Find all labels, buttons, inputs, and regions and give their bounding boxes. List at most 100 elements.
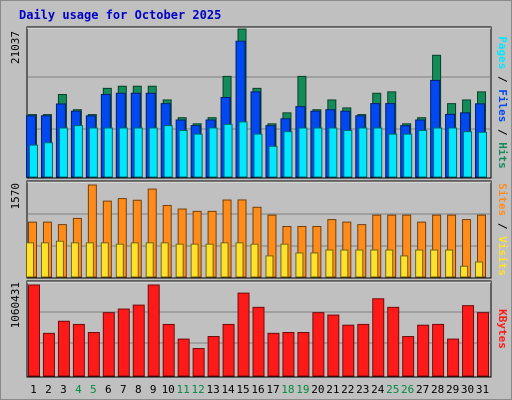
kbytes-bar <box>252 306 265 377</box>
kbytes-bar <box>402 336 415 377</box>
kbytes-bar <box>417 324 430 377</box>
day-label: 14 <box>221 383 235 396</box>
pages-bar <box>148 127 158 178</box>
sites-bar <box>265 255 274 278</box>
day-label: 29 <box>446 383 459 396</box>
pages-bar <box>178 129 188 178</box>
sites-bar <box>325 249 334 278</box>
kbytes-bar <box>432 323 445 377</box>
sites-bar <box>340 249 349 278</box>
kbytes-bar <box>267 332 280 377</box>
hits-legend-slash: / <box>496 122 509 142</box>
sites-bar <box>25 242 34 278</box>
kbytes-bar <box>372 298 385 377</box>
day-label: 30 <box>461 383 474 396</box>
day-label: 17 <box>266 383 279 396</box>
pages-bar <box>403 133 413 178</box>
pages-bar <box>193 133 203 178</box>
day-label: 23 <box>356 383 369 396</box>
day-label: 19 <box>296 383 309 396</box>
kbytes-bar <box>42 332 55 377</box>
pages-bar <box>358 127 368 178</box>
sites-bar <box>160 242 169 278</box>
sites-bar <box>280 243 289 278</box>
day-label: 7 <box>120 383 127 396</box>
pages-bar <box>298 127 308 178</box>
sites-bar <box>100 242 109 278</box>
sites-bar <box>295 252 304 278</box>
pages-bar <box>28 144 38 178</box>
hits-legend-pages: Pages <box>496 36 509 69</box>
kbytes-bar <box>27 284 40 377</box>
kbytes-bar <box>87 331 100 377</box>
kbytes-bar <box>147 284 160 377</box>
kbytes-bar <box>177 338 190 377</box>
kbytes-bar <box>312 312 325 377</box>
pages-bar <box>418 129 428 178</box>
kbytes-bar <box>387 306 400 377</box>
visits-legend-slash: / <box>496 216 509 236</box>
pages-bar <box>283 131 293 178</box>
pages-bar <box>448 127 458 178</box>
kbytes-bar <box>222 323 235 377</box>
hits-ytick: 21037 <box>9 31 22 64</box>
day-label: 20 <box>311 383 324 396</box>
pages-bar <box>253 133 263 178</box>
sites-bar <box>220 242 229 278</box>
kbytes-bar <box>57 320 70 377</box>
pages-bar <box>268 145 278 178</box>
pages-bar <box>133 127 143 178</box>
kbytes-bar <box>237 292 250 377</box>
kbytes-bar <box>342 324 355 377</box>
sites-bar <box>460 265 469 278</box>
day-label: 16 <box>251 383 264 396</box>
sites-bar <box>115 243 124 278</box>
pages-bar <box>163 125 173 178</box>
pages-bar <box>313 127 323 178</box>
kbytes-bar <box>447 338 460 377</box>
sites-bar <box>55 240 64 278</box>
sites-bar <box>40 242 49 278</box>
sites-bar <box>355 249 364 278</box>
pages-bar <box>118 127 128 178</box>
sites-bar <box>385 249 394 278</box>
pages-bar <box>208 127 218 178</box>
pages-bar <box>73 125 83 178</box>
pages-bar <box>58 127 68 178</box>
sites-bar <box>190 243 199 278</box>
sites-bar <box>70 242 79 278</box>
kbytes-bar <box>477 312 490 377</box>
sites-bar <box>205 243 214 278</box>
kbytes-bar <box>282 331 295 377</box>
sites-bar <box>415 249 424 278</box>
hits-legend-slash: / <box>496 69 509 89</box>
page-title: Daily usage for October 2025 <box>19 8 222 22</box>
day-label: 10 <box>162 383 175 396</box>
day-label: 21 <box>326 383 339 396</box>
kbytes-bar <box>207 336 220 377</box>
pages-bar <box>463 131 473 178</box>
sites-bar <box>475 261 484 278</box>
day-label: 13 <box>206 383 219 396</box>
day-label: 11 <box>177 383 190 396</box>
day-label: 9 <box>150 383 157 396</box>
visits-ytick: 1570 <box>9 183 22 210</box>
kbytes-legend: KBytes <box>496 309 509 349</box>
pages-bar <box>223 123 233 178</box>
day-label: 24 <box>371 383 385 396</box>
day-label: 2 <box>45 383 52 396</box>
pages-bar <box>328 127 338 178</box>
day-label: 31 <box>476 383 489 396</box>
sites-bar <box>445 249 454 278</box>
day-label: 15 <box>236 383 249 396</box>
day-label: 1 <box>30 383 37 396</box>
day-label: 3 <box>60 383 67 396</box>
day-label: 5 <box>90 383 97 396</box>
sites-bar <box>310 252 319 278</box>
pages-bar <box>43 142 53 178</box>
kbytes-bar <box>72 323 85 377</box>
kbytes-bar <box>297 331 310 377</box>
kbytes-bar <box>192 348 205 377</box>
